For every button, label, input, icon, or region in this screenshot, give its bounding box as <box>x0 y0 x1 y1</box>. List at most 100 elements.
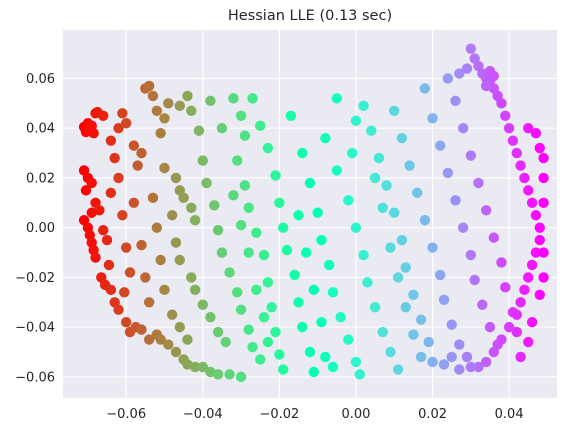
data-point <box>228 93 239 104</box>
data-point <box>530 247 542 258</box>
data-point <box>297 147 308 159</box>
data-point <box>404 160 415 171</box>
data-point <box>327 287 339 298</box>
data-point <box>435 269 446 281</box>
data-point <box>331 93 343 104</box>
data-point <box>526 197 538 209</box>
data-point <box>136 324 147 335</box>
data-point <box>163 98 174 109</box>
data-point <box>151 105 163 117</box>
data-point <box>216 123 228 134</box>
data-point <box>277 222 289 233</box>
data-point <box>377 202 388 213</box>
data-point <box>235 304 247 315</box>
data-point <box>120 242 132 253</box>
data-point <box>243 202 254 213</box>
data-point <box>189 284 201 296</box>
data-point <box>454 68 465 79</box>
data-point <box>251 284 262 296</box>
data-point <box>151 222 163 233</box>
data-point <box>454 339 465 350</box>
data-point <box>408 289 419 301</box>
data-point <box>538 172 549 184</box>
data-point <box>189 215 201 226</box>
data-point <box>461 63 473 74</box>
data-point <box>174 254 185 266</box>
data-point <box>419 83 431 94</box>
data-point <box>170 346 182 358</box>
data-point <box>155 334 166 345</box>
data-point <box>523 272 534 283</box>
chart-title: Hessian LLE (0.13 sec) <box>228 8 392 24</box>
data-point <box>147 192 159 204</box>
y-tick-label: 0.04 <box>26 122 55 137</box>
data-point <box>519 172 530 184</box>
data-point <box>530 210 542 221</box>
data-point <box>300 247 312 258</box>
data-point <box>80 185 92 196</box>
data-point <box>186 105 197 117</box>
data-point <box>170 237 182 248</box>
data-point <box>258 249 270 261</box>
data-point <box>392 364 404 375</box>
data-point <box>166 210 178 221</box>
data-point <box>350 222 362 233</box>
data-point <box>128 197 140 209</box>
data-point <box>124 267 136 278</box>
data-point <box>381 180 392 191</box>
data-point <box>120 118 132 129</box>
data-point <box>465 43 477 54</box>
data-point <box>178 192 189 204</box>
data-point <box>346 147 358 159</box>
data-point <box>216 247 228 258</box>
data-point <box>155 254 166 266</box>
data-points <box>78 43 549 383</box>
y-tick-label: 0.00 <box>26 221 55 236</box>
data-point <box>454 364 465 375</box>
data-point <box>120 316 132 328</box>
data-point <box>538 197 549 209</box>
data-point <box>523 336 534 348</box>
data-point <box>408 329 419 340</box>
data-point <box>488 70 500 82</box>
data-point <box>105 187 117 199</box>
data-point <box>423 336 434 348</box>
data-point <box>105 135 117 146</box>
data-point <box>316 316 327 328</box>
data-point <box>358 249 369 261</box>
data-point <box>251 227 262 238</box>
data-point <box>427 113 438 124</box>
data-point <box>465 150 477 161</box>
data-point <box>469 274 480 286</box>
data-point <box>212 224 224 236</box>
data-point <box>88 127 99 139</box>
data-point <box>457 123 469 134</box>
data-point <box>385 346 396 358</box>
data-point <box>224 267 235 278</box>
data-point <box>140 272 151 283</box>
data-point <box>526 316 538 328</box>
data-point <box>258 311 270 323</box>
data-point <box>484 321 496 333</box>
data-point <box>523 123 534 134</box>
data-point <box>496 334 507 345</box>
data-point <box>369 302 381 313</box>
data-point <box>285 110 297 121</box>
data-point <box>480 205 492 216</box>
data-point <box>534 289 545 301</box>
data-point <box>270 326 281 338</box>
data-point <box>147 90 159 102</box>
data-point <box>205 95 216 107</box>
data-point <box>224 369 235 380</box>
data-point <box>232 287 243 298</box>
data-point <box>327 361 339 373</box>
data-point <box>105 284 117 296</box>
data-point <box>189 361 201 373</box>
data-point <box>109 152 120 164</box>
data-point <box>262 336 274 348</box>
data-point <box>212 369 224 380</box>
data-point <box>304 346 316 358</box>
data-point <box>415 351 427 363</box>
data-point <box>496 98 507 109</box>
data-point <box>94 205 105 216</box>
